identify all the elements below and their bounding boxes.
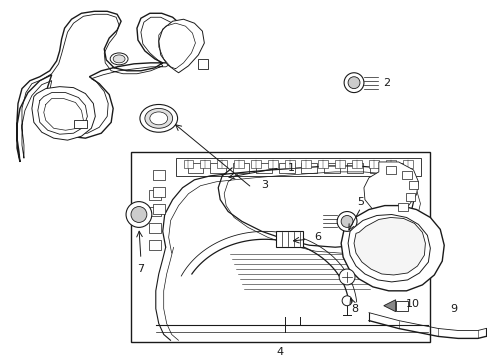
Polygon shape xyxy=(159,19,204,73)
Circle shape xyxy=(126,202,151,228)
Circle shape xyxy=(347,77,359,89)
Circle shape xyxy=(344,73,363,93)
Bar xyxy=(267,160,277,168)
Bar xyxy=(233,163,248,173)
Ellipse shape xyxy=(110,53,128,65)
Polygon shape xyxy=(363,162,418,213)
Text: 4: 4 xyxy=(276,347,283,357)
Polygon shape xyxy=(17,11,185,162)
Bar xyxy=(210,163,225,173)
Text: 1: 1 xyxy=(287,163,294,173)
Bar xyxy=(368,160,378,168)
Bar xyxy=(148,207,161,216)
Ellipse shape xyxy=(149,112,167,125)
Ellipse shape xyxy=(144,108,172,128)
Bar xyxy=(324,163,340,173)
Bar xyxy=(301,160,311,168)
Bar xyxy=(152,204,164,213)
Text: 10: 10 xyxy=(405,299,419,309)
Text: 7: 7 xyxy=(137,264,144,274)
Bar xyxy=(407,181,418,189)
Bar xyxy=(318,160,327,168)
Polygon shape xyxy=(383,300,395,312)
Bar xyxy=(385,166,395,174)
Bar xyxy=(369,163,385,173)
Bar xyxy=(234,160,244,168)
Bar xyxy=(250,160,260,168)
Bar xyxy=(405,193,415,201)
Bar xyxy=(175,158,421,176)
Bar xyxy=(217,160,227,168)
Bar xyxy=(301,163,317,173)
Bar xyxy=(346,163,362,173)
Bar xyxy=(148,240,161,250)
Bar xyxy=(284,160,294,168)
Text: 2: 2 xyxy=(383,78,389,88)
Text: 8: 8 xyxy=(351,304,358,314)
Bar xyxy=(401,171,411,179)
Circle shape xyxy=(341,216,352,228)
Bar xyxy=(395,301,407,311)
Bar xyxy=(402,160,412,168)
Polygon shape xyxy=(341,206,443,291)
Bar xyxy=(278,163,294,173)
Bar xyxy=(397,203,407,211)
Bar xyxy=(334,160,345,168)
Text: 3: 3 xyxy=(261,180,268,190)
Text: 5: 5 xyxy=(357,197,364,207)
Text: 9: 9 xyxy=(449,304,457,314)
Bar xyxy=(200,160,210,168)
Bar xyxy=(255,163,271,173)
Circle shape xyxy=(337,212,356,231)
Circle shape xyxy=(342,296,351,306)
Bar xyxy=(148,224,161,233)
Bar xyxy=(198,59,208,69)
Text: 6: 6 xyxy=(313,232,320,242)
Bar xyxy=(148,190,161,200)
Bar xyxy=(152,187,164,197)
Bar xyxy=(152,170,164,180)
Polygon shape xyxy=(347,215,429,282)
Bar xyxy=(385,160,395,168)
Bar xyxy=(131,152,429,342)
Polygon shape xyxy=(353,217,425,275)
Bar xyxy=(351,160,361,168)
Circle shape xyxy=(339,269,354,285)
Polygon shape xyxy=(32,87,95,140)
Bar xyxy=(73,120,87,128)
Bar xyxy=(390,163,406,173)
Ellipse shape xyxy=(140,104,177,132)
Bar xyxy=(275,231,303,247)
Bar xyxy=(187,163,203,173)
Circle shape xyxy=(131,207,146,222)
Ellipse shape xyxy=(113,55,125,63)
Bar xyxy=(183,160,193,168)
